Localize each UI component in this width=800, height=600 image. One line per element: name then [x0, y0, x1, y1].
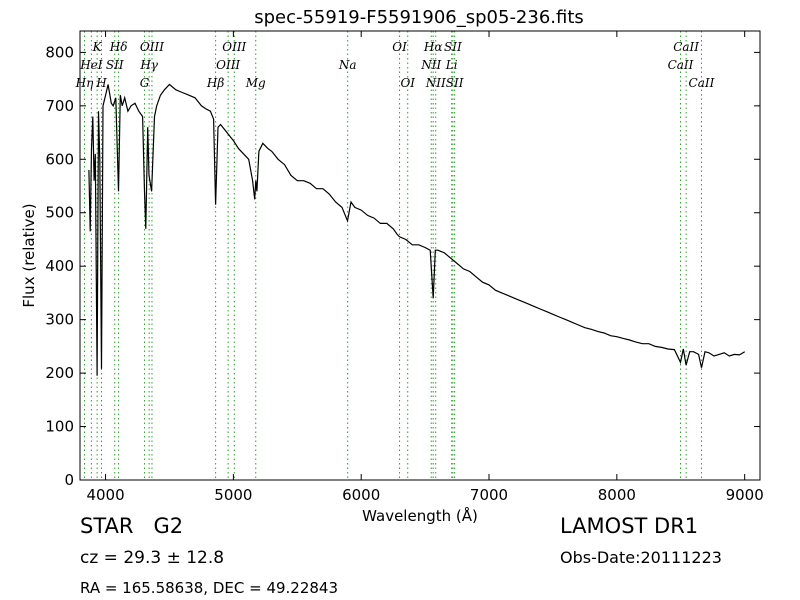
spectral-line-label: NII — [425, 76, 446, 90]
spectral-line-label: OIII — [140, 40, 164, 54]
spectral-line-label: SII — [446, 76, 464, 90]
spectral-line-label: SII — [106, 58, 124, 72]
coordinates-label: RA = 165.58638, DEC = 49.22843 — [80, 579, 339, 597]
classification-label: STAR G2 — [80, 514, 184, 538]
y-tick-label: 500 — [45, 204, 74, 222]
spectral-line-label: Hγ — [139, 58, 158, 72]
spectral-line-label: K — [92, 40, 103, 54]
spectral-line-label: NII — [420, 58, 441, 72]
x-tick-label: 6000 — [342, 486, 380, 504]
spectral-line-label: OI — [400, 76, 415, 90]
x-tick-label: 5000 — [214, 486, 252, 504]
spectral-line-label: CaII — [673, 40, 699, 54]
y-tick-label: 200 — [45, 364, 74, 382]
x-tick-label: 7000 — [470, 486, 508, 504]
x-axis-label: Wavelength (Å) — [362, 506, 478, 525]
spectral-line-label: CaII — [668, 58, 694, 72]
survey-label: LAMOST DR1 — [560, 514, 699, 538]
spectral-line-label: Na — [338, 58, 357, 72]
spectral-line-label: CaII — [689, 76, 715, 90]
x-tick-label: 4000 — [86, 486, 124, 504]
spectral-line-label: Li — [445, 58, 458, 72]
spectral-line-label: SII — [444, 40, 462, 54]
y-tick-label: 700 — [45, 97, 74, 115]
spectral-line-label: Hη — [75, 76, 94, 90]
spectral-line-label: OIII — [216, 58, 240, 72]
x-tick-label: 9000 — [726, 486, 764, 504]
spectral-line-label: HeI — [79, 58, 103, 72]
spectral-line-label: G — [140, 76, 150, 90]
y-tick-label: 300 — [45, 311, 74, 329]
spectral-line-markers: Hη HeI K H SII Hδ G Hγ OIII Hβ OIII OIII Mg Na OI OI NII… — [75, 31, 715, 480]
y-tick-label: 600 — [45, 150, 74, 168]
spectral-line-label: Hα — [423, 40, 443, 54]
redshift-label: cz = 29.3 ± 12.8 — [80, 548, 225, 568]
chart-title: spec-55919-F5591906_sp05-236.fits — [254, 7, 584, 28]
spectral-line-label: H — [95, 76, 107, 90]
plot-frame — [79, 30, 761, 481]
y-tick-label: 0 — [64, 471, 74, 489]
obs-date-label: Obs-Date:20111223 — [560, 548, 722, 567]
axis-ticks: 4000 5000 6000 7000 8000 9000 0 100 200 300 400 500… — [45, 31, 764, 504]
spectral-line-label: OIII — [222, 40, 246, 54]
y-tick-label: 100 — [45, 418, 74, 436]
spectral-line-label: Mg — [245, 76, 266, 90]
spectral-line-label: Hδ — [109, 40, 128, 54]
y-axis-label: Flux (relative) — [20, 203, 38, 307]
x-tick-label: 8000 — [598, 486, 636, 504]
spectrum-line — [88, 83, 746, 376]
spectral-line-label: OI — [392, 40, 407, 54]
y-tick-label: 800 — [45, 43, 74, 61]
spectral-line-label: Hβ — [206, 76, 224, 90]
y-tick-label: 400 — [45, 257, 74, 275]
